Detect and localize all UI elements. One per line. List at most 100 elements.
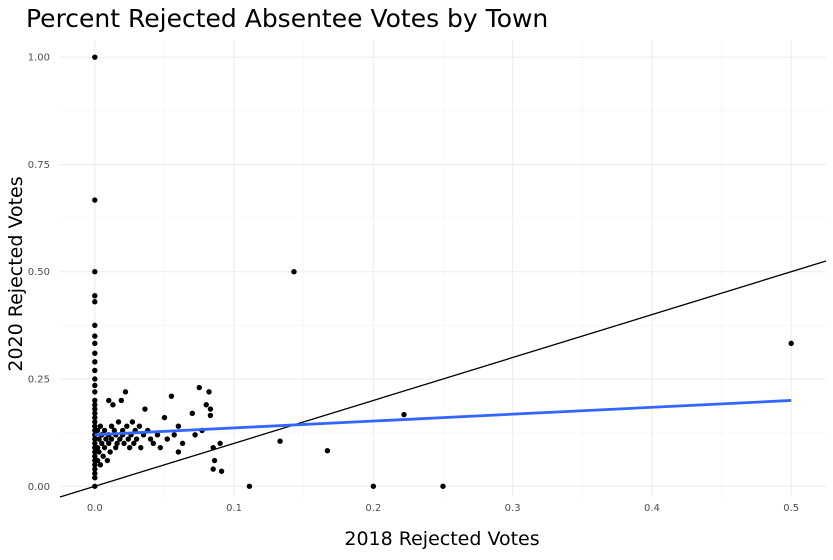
- data-point: [92, 466, 98, 472]
- data-point: [246, 483, 253, 489]
- data-point: [124, 423, 130, 429]
- data-point: [97, 462, 104, 468]
- data-point: [101, 427, 108, 434]
- data-point: [291, 269, 297, 275]
- minor-gridlines: [60, 40, 826, 497]
- data-point: [207, 412, 214, 419]
- y-tick-label: 0.75: [28, 160, 50, 171]
- data-point: [154, 432, 161, 438]
- x-axis-label: 2018 Rejected Votes: [344, 528, 539, 550]
- data-point: [218, 468, 225, 474]
- data-point: [161, 414, 168, 421]
- data-point: [118, 397, 124, 404]
- data-point: [119, 427, 126, 434]
- data-point: [107, 449, 113, 455]
- data-point: [147, 436, 154, 442]
- data-point: [113, 444, 119, 451]
- identity-reference-line: [59, 260, 827, 498]
- data-point: [92, 340, 98, 347]
- data-point: [370, 483, 377, 489]
- data-point: [92, 406, 98, 412]
- data-point: [115, 419, 122, 425]
- data-point: [136, 423, 143, 429]
- data-point: [104, 457, 111, 464]
- data-point: [129, 419, 136, 425]
- data-point: [110, 402, 116, 408]
- y-tick-label: 0.25: [28, 374, 50, 385]
- x-tick-label: 0.5: [783, 503, 799, 514]
- data-point: [92, 293, 98, 299]
- data-point: [92, 453, 98, 459]
- data-point: [106, 440, 112, 447]
- data-point: [108, 423, 115, 429]
- data-point: [203, 402, 209, 408]
- data-point: [164, 436, 170, 442]
- regression-fit-line: [94, 399, 792, 437]
- data-point: [101, 444, 108, 451]
- data-point: [122, 389, 129, 395]
- data-point: [131, 440, 137, 447]
- data-point: [210, 466, 216, 472]
- data-point: [96, 436, 102, 442]
- data-point: [168, 393, 175, 399]
- data-point: [92, 397, 98, 404]
- data-point: [94, 444, 101, 451]
- data-point: [150, 440, 157, 447]
- data-point: [217, 440, 223, 447]
- data-point: [179, 440, 186, 447]
- data-point: [189, 410, 196, 417]
- data-point: [92, 410, 98, 417]
- x-tick-label: 0.1: [226, 503, 242, 514]
- data-point: [133, 436, 140, 442]
- data-point: [92, 462, 98, 468]
- data-point: [142, 406, 148, 412]
- data-point: [788, 340, 794, 347]
- data-point: [92, 54, 98, 60]
- data-point: [117, 436, 123, 442]
- data-point: [138, 444, 144, 451]
- data-point: [92, 367, 98, 374]
- data-point: [92, 436, 98, 442]
- data-point: [157, 444, 163, 451]
- data-point: [440, 483, 446, 489]
- data-point: [92, 474, 98, 481]
- data-point: [175, 423, 182, 429]
- data-point: [92, 389, 98, 395]
- data-point: [121, 440, 127, 447]
- data-point: [97, 423, 104, 429]
- chart-lines: [59, 260, 827, 498]
- data-point: [175, 449, 182, 455]
- y-axis-ticks: 0.00 0.25 0.50 0.75 1.00: [28, 53, 50, 493]
- data-point: [94, 457, 101, 464]
- data-point: [126, 444, 133, 451]
- data-point: [92, 333, 98, 339]
- y-tick-label: 0.50: [28, 267, 50, 278]
- data-point: [192, 432, 198, 438]
- data-point: [94, 427, 101, 434]
- data-point: [92, 299, 98, 305]
- data-point: [92, 419, 98, 425]
- data-point: [324, 447, 331, 454]
- data-point: [100, 453, 106, 459]
- data-point: [114, 440, 120, 447]
- data-point: [99, 440, 105, 447]
- data-point: [92, 470, 98, 477]
- data-point: [111, 427, 118, 434]
- data-point: [92, 440, 98, 447]
- x-tick-label: 0.0: [87, 503, 103, 514]
- data-point: [196, 384, 202, 391]
- data-point: [92, 449, 98, 455]
- data-point: [207, 406, 214, 412]
- data-point: [92, 359, 98, 365]
- chart-title: Percent Rejected Absentee Votes by Town: [26, 4, 548, 33]
- x-tick-label: 0.4: [644, 503, 660, 514]
- data-point: [106, 397, 112, 404]
- x-tick-label: 0.3: [505, 503, 521, 514]
- data-point: [171, 432, 177, 438]
- data-point: [92, 423, 98, 429]
- data-point: [108, 436, 115, 442]
- x-axis-ticks: 0.0 0.1 0.2 0.3 0.4 0.5: [87, 503, 799, 514]
- data-point: [92, 350, 98, 356]
